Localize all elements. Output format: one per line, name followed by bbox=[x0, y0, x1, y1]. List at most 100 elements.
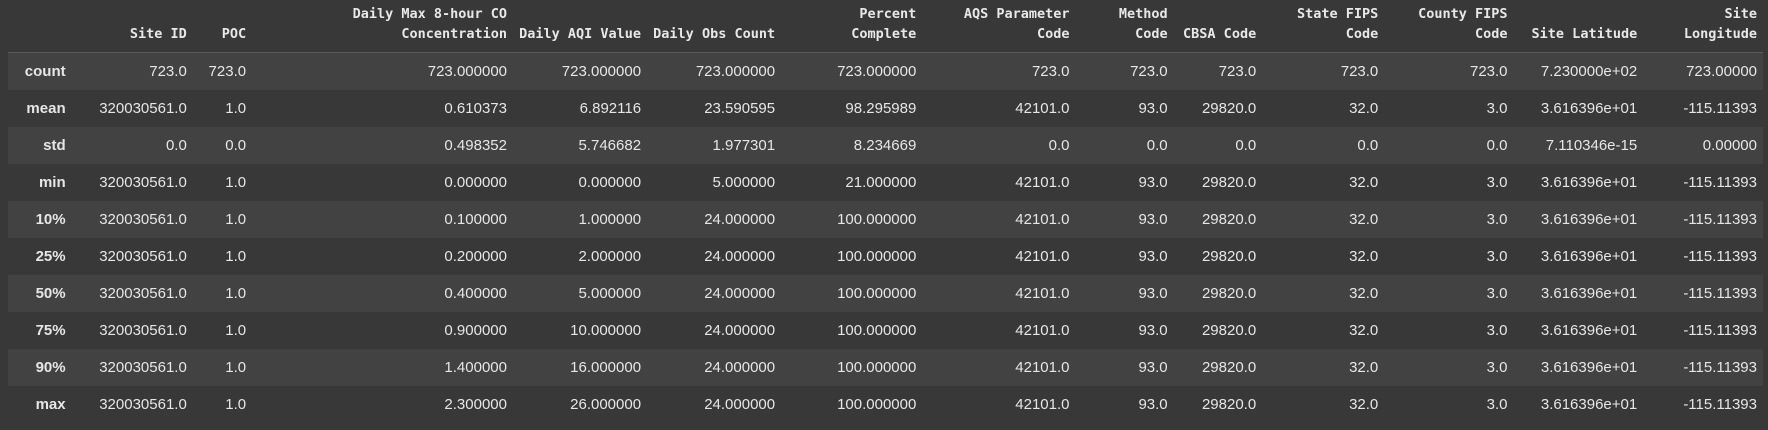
table-cell: 3.616396e+01 bbox=[1540, 173, 1638, 191]
table-cell: -115.11393 bbox=[1683, 284, 1757, 302]
table-cell: 100.000000 bbox=[837, 210, 917, 228]
table-cell: 32.0 bbox=[1349, 99, 1379, 117]
table-cell: 32.0 bbox=[1349, 210, 1379, 228]
table-body: count 723.0 723.0 723.000000 723.000000 723.0… bbox=[8, 52, 1763, 423]
column-header: Site Longitude bbox=[1643, 0, 1763, 53]
table-cell: 93.0 bbox=[1138, 321, 1168, 339]
table-cell: 24.000000 bbox=[704, 284, 776, 302]
table-cell: 3.616396e+01 bbox=[1540, 358, 1638, 376]
column-header: Daily Max 8-hour CO Concentration bbox=[252, 0, 513, 53]
table-cell: 24.000000 bbox=[704, 395, 776, 413]
row-index-label: 90% bbox=[35, 358, 66, 376]
table-cell: 32.0 bbox=[1349, 247, 1379, 265]
table-cell: 0.0 bbox=[1486, 136, 1508, 154]
row-index-label: std bbox=[43, 136, 66, 154]
table-cell: 320030561.0 bbox=[99, 284, 187, 302]
table-cell: 32.0 bbox=[1349, 358, 1379, 376]
table-cell: 5.000000 bbox=[578, 284, 642, 302]
table-cell: 723.00000 bbox=[1686, 62, 1757, 80]
column-header: Site Latitude bbox=[1513, 0, 1644, 53]
table-cell: 24.000000 bbox=[704, 358, 776, 376]
table-cell: 723.0 bbox=[208, 62, 247, 80]
table-cell: -115.11393 bbox=[1683, 395, 1757, 413]
table-cell: 1.000000 bbox=[578, 210, 642, 228]
table-cell: 32.0 bbox=[1349, 173, 1379, 191]
table-cell: 0.0 bbox=[1146, 136, 1168, 154]
table-row: 75% 320030561.0 1.0 0.900000 10.000000 24.000… bbox=[8, 311, 1763, 349]
column-header: Daily Obs Count bbox=[647, 0, 782, 53]
table-cell: 723.000000 bbox=[695, 62, 776, 80]
table-row: count 723.0 723.0 723.000000 723.000000 723.0… bbox=[8, 52, 1763, 90]
table-row: 10% 320030561.0 1.0 0.100000 1.000000 24.0000… bbox=[8, 200, 1763, 238]
table-cell: 100.000000 bbox=[837, 358, 917, 376]
table-cell: 16.000000 bbox=[570, 358, 642, 376]
describe-table: Site ID POC Daily Max 8-hour CO Concentr… bbox=[8, 0, 1763, 423]
column-header: Method Code bbox=[1075, 0, 1174, 53]
table-cell: 26.000000 bbox=[570, 395, 642, 413]
table-cell: 1.0 bbox=[225, 99, 247, 117]
table-cell: 29820.0 bbox=[1201, 358, 1257, 376]
column-header: CBSA Code bbox=[1173, 0, 1263, 53]
table-cell: 93.0 bbox=[1138, 247, 1168, 265]
header-row: Site ID POC Daily Max 8-hour CO Concentr… bbox=[8, 0, 1763, 53]
table-cell: 42101.0 bbox=[1015, 358, 1070, 376]
table-cell: 42101.0 bbox=[1015, 210, 1070, 228]
table-cell: 1.0 bbox=[225, 210, 247, 228]
table-cell: 0.0 bbox=[165, 136, 187, 154]
table-cell: 3.0 bbox=[1486, 284, 1508, 302]
table-cell: 3.616396e+01 bbox=[1540, 99, 1638, 117]
table-cell: 1.0 bbox=[225, 321, 247, 339]
table-cell: 29820.0 bbox=[1201, 99, 1257, 117]
table-row: max 320030561.0 1.0 2.300000 26.000000 24.000… bbox=[8, 385, 1763, 423]
table-cell: 3.0 bbox=[1486, 247, 1508, 265]
row-index-label: 10% bbox=[35, 210, 66, 228]
table-cell: 723.000000 bbox=[561, 62, 642, 80]
table-cell: 2.000000 bbox=[578, 247, 642, 265]
table-cell: 723.0 bbox=[1130, 62, 1168, 80]
table-cell: 0.900000 bbox=[444, 321, 507, 339]
table-cell: 0.0 bbox=[225, 136, 247, 154]
table-cell: 3.0 bbox=[1486, 395, 1508, 413]
table-cell: 3.0 bbox=[1486, 321, 1508, 339]
table-cell: 0.400000 bbox=[444, 284, 507, 302]
table-cell: 723.0 bbox=[1031, 62, 1070, 80]
table-cell: 42101.0 bbox=[1015, 247, 1070, 265]
table-cell: 6.892116 bbox=[579, 99, 642, 117]
table-cell: 5.746682 bbox=[578, 136, 642, 154]
row-index-label: mean bbox=[26, 99, 66, 117]
table-cell: 42101.0 bbox=[1015, 173, 1070, 191]
column-header: Daily AQI Value bbox=[513, 0, 648, 53]
table-cell: 0.000000 bbox=[444, 173, 507, 191]
table-cell: -115.11393 bbox=[1683, 210, 1757, 228]
table-cell: 2.300000 bbox=[444, 395, 507, 413]
column-header: AQS Parameter Code bbox=[922, 0, 1076, 53]
row-index-label: 75% bbox=[35, 321, 66, 339]
table-row: min 320030561.0 1.0 0.000000 0.000000 5.00000… bbox=[8, 163, 1763, 201]
index-header bbox=[8, 0, 74, 53]
table-cell: 100.000000 bbox=[837, 284, 917, 302]
table-cell: 0.0 bbox=[1048, 136, 1070, 154]
table-cell: 0.498352 bbox=[444, 136, 507, 154]
table-cell: 723.0 bbox=[1218, 62, 1257, 80]
table-cell: 42101.0 bbox=[1015, 99, 1070, 117]
table-cell: 320030561.0 bbox=[99, 358, 187, 376]
table-cell: 7.110346e-15 bbox=[1545, 136, 1638, 154]
table-cell: 100.000000 bbox=[837, 321, 917, 339]
table-cell: 100.000000 bbox=[837, 247, 917, 265]
table-cell: -115.11393 bbox=[1683, 99, 1757, 117]
table-cell: 42101.0 bbox=[1015, 395, 1070, 413]
table-cell: 0.00000 bbox=[1702, 136, 1757, 154]
row-index-label: 50% bbox=[35, 284, 66, 302]
table-cell: 1.400000 bbox=[444, 358, 507, 376]
table-cell: 1.0 bbox=[225, 173, 247, 191]
table-cell: 3.0 bbox=[1486, 99, 1508, 117]
table-cell: 21.000000 bbox=[845, 173, 917, 191]
table-cell: 23.590595 bbox=[704, 99, 776, 117]
table-cell: 0.0 bbox=[1357, 136, 1379, 154]
table-row: 50% 320030561.0 1.0 0.400000 5.000000 24.0000… bbox=[8, 274, 1763, 312]
row-index-label: min bbox=[38, 173, 66, 191]
column-header: Percent Complete bbox=[781, 0, 923, 53]
table-cell: 98.295989 bbox=[845, 99, 917, 117]
table-cell: 24.000000 bbox=[704, 210, 776, 228]
